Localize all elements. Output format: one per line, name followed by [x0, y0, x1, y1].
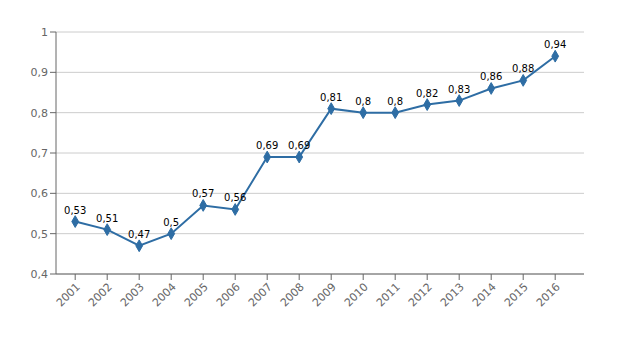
svg-text:2009: 2009	[310, 280, 339, 309]
svg-text:0,47: 0,47	[128, 229, 150, 240]
svg-text:0,51: 0,51	[96, 213, 118, 224]
svg-text:2001: 2001	[54, 280, 83, 309]
svg-text:2002: 2002	[86, 280, 115, 309]
svg-text:2014: 2014	[470, 280, 499, 309]
svg-text:0,57: 0,57	[192, 188, 214, 199]
svg-text:2006: 2006	[214, 280, 243, 309]
svg-text:0,94: 0,94	[544, 39, 566, 50]
svg-text:0,5: 0,5	[31, 228, 49, 241]
svg-text:0,83: 0,83	[448, 84, 470, 95]
svg-text:0,82: 0,82	[416, 88, 438, 99]
svg-text:2005: 2005	[182, 280, 211, 309]
svg-text:0,4: 0,4	[31, 268, 49, 281]
svg-text:0,8: 0,8	[387, 96, 403, 107]
svg-text:2016: 2016	[534, 280, 563, 309]
svg-text:0,86: 0,86	[480, 71, 502, 82]
svg-text:0,81: 0,81	[320, 92, 342, 103]
svg-text:2004: 2004	[150, 280, 179, 309]
svg-text:2010: 2010	[342, 280, 371, 309]
svg-text:0,9: 0,9	[31, 66, 49, 79]
svg-text:0,8: 0,8	[355, 96, 371, 107]
svg-text:0,88: 0,88	[512, 63, 534, 74]
svg-text:2007: 2007	[246, 280, 275, 309]
svg-text:0,69: 0,69	[288, 140, 310, 151]
svg-text:0,5: 0,5	[163, 217, 179, 228]
svg-text:2015: 2015	[502, 280, 531, 309]
svg-text:0,53: 0,53	[64, 205, 86, 216]
svg-text:0,56: 0,56	[224, 192, 246, 203]
svg-text:2013: 2013	[438, 280, 467, 309]
svg-text:2011: 2011	[374, 280, 403, 309]
svg-text:0,69: 0,69	[256, 140, 278, 151]
svg-text:0,8: 0,8	[31, 107, 49, 120]
svg-text:1: 1	[41, 26, 48, 39]
svg-text:0,6: 0,6	[31, 187, 49, 200]
svg-text:2003: 2003	[118, 280, 147, 309]
svg-text:2008: 2008	[278, 280, 307, 309]
svg-text:0,7: 0,7	[31, 147, 49, 160]
svg-text:2012: 2012	[406, 280, 435, 309]
